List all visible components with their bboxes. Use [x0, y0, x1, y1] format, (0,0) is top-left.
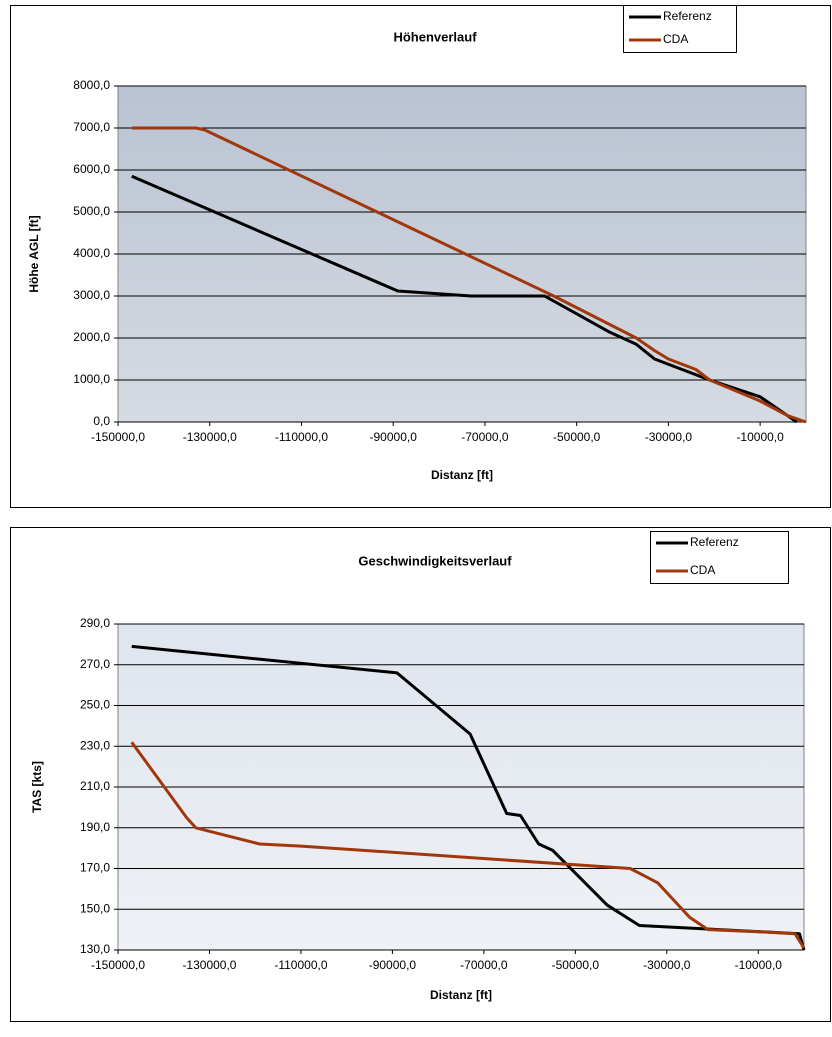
- y-tick-label: 250,0: [80, 698, 110, 712]
- x-tick-label: -10000,0: [736, 430, 784, 444]
- x-tick-label: -50000,0: [552, 958, 600, 972]
- y-tick-label: 1000,0: [73, 372, 110, 386]
- y-tick-label: 270,0: [80, 657, 110, 671]
- y-tick-label: 170,0: [80, 861, 110, 875]
- x-tick-label: -110000,0: [274, 958, 327, 972]
- y-tick-label: 130,0: [80, 942, 110, 956]
- charts: 0,0 1000,0 2000,0 3000,0 4000,0 5000,0 6000,0 7…: [0, 0, 832, 1032]
- y-tick-label: 8000,0: [73, 78, 110, 92]
- y-tick-label: 3000,0: [73, 288, 110, 302]
- legend-label: CDA: [690, 563, 715, 577]
- x-tick-label: -30000,0: [645, 430, 693, 444]
- x-tick-label: -30000,0: [643, 958, 691, 972]
- x-tick-label: -70000,0: [460, 958, 508, 972]
- x-tick-label: -130000,0: [182, 958, 236, 972]
- y-tick-label: 6000,0: [73, 162, 110, 176]
- x-tick-label: -110000,0: [275, 430, 328, 444]
- legend-label: Referenz: [690, 535, 739, 549]
- y-tick-label: 0,0: [93, 414, 110, 428]
- y-tick-label: 5000,0: [73, 204, 110, 218]
- x-tick-label: -90000,0: [369, 958, 417, 972]
- page: {"chart_data": [ {"type": "line", "title…: [0, 0, 832, 1032]
- y-tick-label: 210,0: [80, 779, 110, 793]
- y-tick-label: 290,0: [80, 616, 110, 630]
- x-axis-title: Distanz [ft]: [431, 468, 493, 482]
- x-tick-label: -150000,0: [91, 958, 145, 972]
- x-axis-title: Distanz [ft]: [430, 988, 492, 1002]
- y-axis-title: TAS [kts]: [30, 761, 44, 813]
- x-tick-label: -10000,0: [735, 958, 783, 972]
- y-tick-label: 150,0: [80, 901, 110, 915]
- y-tick-label: 4000,0: [73, 246, 110, 260]
- legend-label: CDA: [663, 32, 688, 46]
- x-tick-label: -130000,0: [183, 430, 237, 444]
- y-tick-label: 190,0: [80, 820, 110, 834]
- y-tick-label: 7000,0: [73, 120, 110, 134]
- y-axis-title: Höhe AGL [ft]: [27, 215, 41, 292]
- chart-title: Geschwindigkeitsverlauf: [358, 553, 512, 568]
- x-tick-label: -150000,0: [91, 430, 145, 444]
- chart-title: Höhenverlauf: [393, 29, 477, 44]
- x-tick-label: -50000,0: [553, 430, 601, 444]
- y-tick-label: 230,0: [80, 738, 110, 752]
- x-tick-label: -90000,0: [370, 430, 418, 444]
- x-tick-label: -70000,0: [461, 430, 509, 444]
- y-tick-label: 2000,0: [73, 330, 110, 344]
- legend-label: Referenz: [663, 9, 712, 23]
